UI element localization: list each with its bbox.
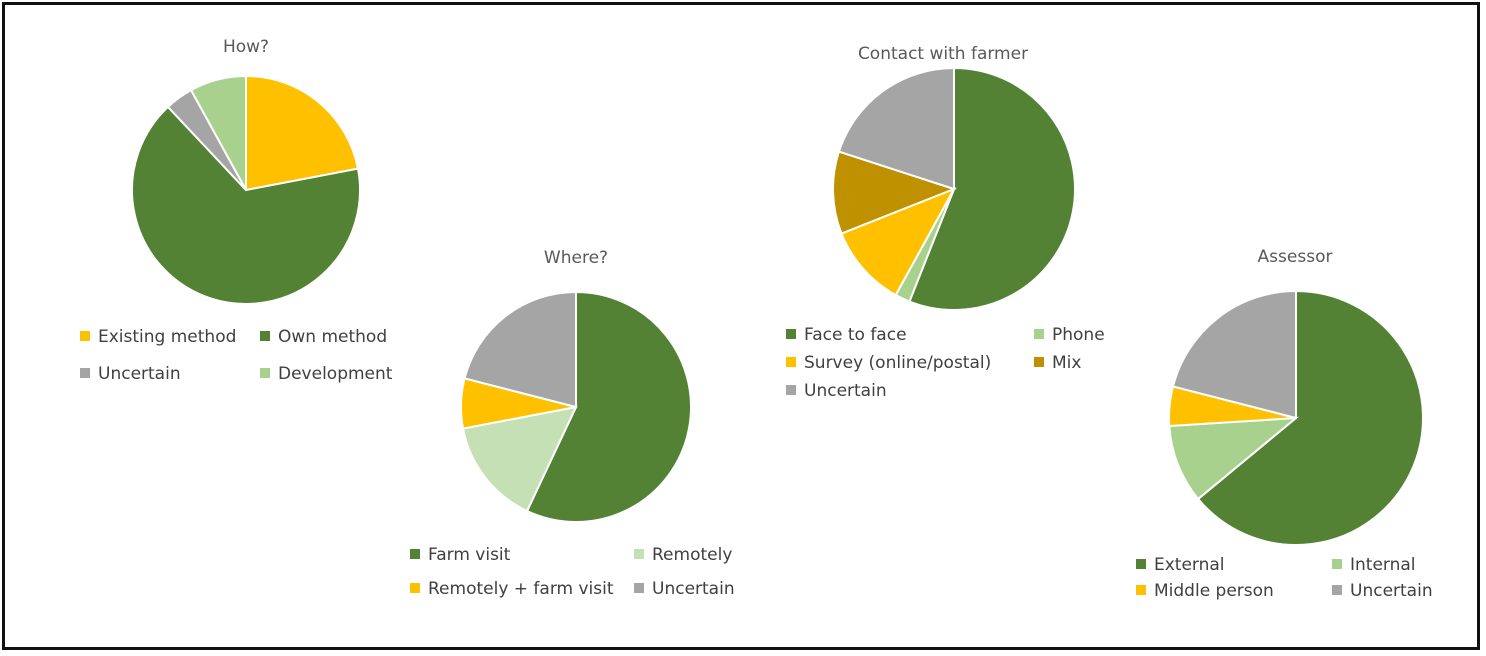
legend-label: Middle person [1154,581,1274,601]
legend-label: Own method [278,327,387,347]
pie-how [131,74,361,305]
legend-label: Survey (online/postal) [804,353,991,373]
pie-slice-external [1196,289,1424,546]
legend-label: Uncertain [652,579,735,599]
pie-slice-development [189,74,247,191]
legend-swatch [260,331,270,341]
legend-label: Farm visit [428,545,511,565]
legend-swatch [1332,585,1342,595]
pie-slice-uncertain [1171,289,1297,420]
legend-contact-with-farmer: Face to face Phone Survey (online/postal) M… [786,325,1105,401]
legend-label: Development [278,364,393,384]
legend-item-own-method: Own method [260,327,387,347]
legend-item-face-to-face: Face to face [786,325,907,345]
legend-item-middle-person: Middle person [1136,581,1274,601]
pie-slice-face-to-face [908,66,1076,311]
legend-label: Existing method [98,327,236,347]
legend-swatch [1136,585,1146,595]
legend-label: Remotely + farm visit [428,579,614,599]
legend-swatch [80,331,90,341]
pie-slice-remotely [461,405,578,513]
legend-label: Mix [1052,353,1081,373]
legend-item-existing-method: Existing method [80,327,236,347]
legend-label: Uncertain [1350,581,1433,601]
legend-swatch [410,583,420,593]
legend-label: Internal [1350,555,1416,575]
legend-item-external: External [1136,555,1225,575]
legend-item-survey-online-postal: Survey (online/postal) [786,353,991,373]
legend-swatch [410,549,420,559]
legend-swatch [634,549,644,559]
pie-slice-own-method [131,105,361,305]
pie-slice-internal [1168,416,1300,501]
pie-slice-farm-visit [525,290,692,523]
legend-label: Uncertain [98,364,181,384]
chart-title-where: Where? [544,248,608,268]
legend-item-internal: Internal [1332,555,1416,575]
chart-title-how: How? [223,37,269,57]
pie-where [460,290,692,523]
legend-item-remotely: Remotely [634,545,732,565]
legend-item-uncertain: Uncertain [786,381,887,401]
legend-swatch [786,329,796,339]
legend-swatch [260,368,270,378]
legend-item-mix: Mix [1034,353,1081,373]
legend-item-uncertain: Uncertain [80,364,181,384]
legend-swatch [1034,357,1044,367]
legend-item-uncertain: Uncertain [1332,581,1433,601]
pie-slice-mix [832,150,957,235]
pie-slice-survey-online-postal [840,187,957,297]
legend-where: Farm visit Remotely Remotely + farm visit U… [410,545,735,599]
chart-title-assessor: Assessor [1258,247,1333,267]
pie-chart-assessor: Assessor External Internal Middle person Un… [1136,247,1433,601]
legend-item-farm-visit: Farm visit [410,545,511,565]
legend-item-remotely-farm-visit: Remotely + farm visit [410,579,614,599]
pie-slice-uncertain [463,290,577,409]
pie-contact-with-farmer [832,66,1076,311]
pie-chart-where: Where? Farm visit Remotely Remotely + farm… [410,248,735,599]
legend-how: Existing method Own method Uncertain Develo… [80,327,393,384]
pie-slice-existing-method [245,74,360,192]
legend-item-development: Development [260,364,393,384]
legend-swatch [786,385,796,395]
pie-assessor [1168,289,1424,546]
chart-title-contact: Contact with farmer [858,44,1028,64]
legend-swatch [786,357,796,367]
pie-chart-how: How? Existing method Own method Uncertain D… [80,37,393,384]
pie-chart-contact-with-farmer: Contact with farmer Face to face Phone Sur… [786,44,1105,401]
legend-label: Remotely [652,545,732,565]
legend-label: Uncertain [804,381,887,401]
legend-label: Phone [1052,325,1105,345]
legend-swatch [634,583,644,593]
legend-label: Face to face [804,325,907,345]
legend-assessor: External Internal Middle person Uncertain [1136,555,1433,601]
legend-swatch [1136,559,1146,569]
legend-swatch [1332,559,1342,569]
legend-label: External [1154,555,1225,575]
legend-swatch [1034,329,1044,339]
pie-slice-uncertain [837,66,955,191]
legend-item-phone: Phone [1034,325,1105,345]
legend-item-uncertain: Uncertain [634,579,735,599]
legend-swatch [80,368,90,378]
